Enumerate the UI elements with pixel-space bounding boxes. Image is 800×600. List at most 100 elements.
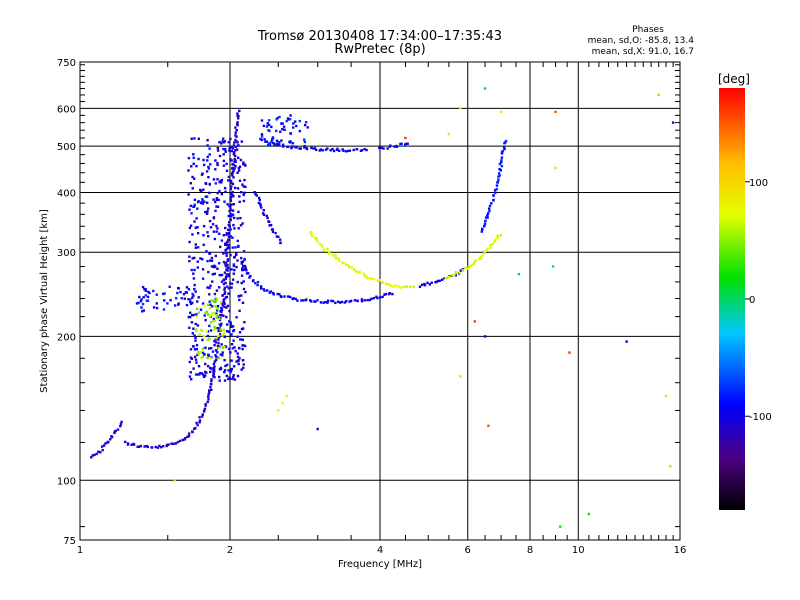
data-point	[218, 323, 221, 326]
data-point	[236, 355, 240, 359]
data-point	[189, 300, 192, 304]
data-point	[458, 271, 461, 275]
data-point	[212, 374, 215, 378]
data-point	[490, 202, 493, 205]
data-point	[337, 257, 340, 260]
data-point	[242, 193, 245, 197]
data-point	[208, 147, 211, 150]
data-point	[467, 265, 471, 268]
data-point	[208, 153, 211, 156]
data-point	[190, 137, 193, 140]
data-point	[223, 345, 226, 349]
data-point	[334, 301, 337, 305]
data-point	[215, 197, 219, 200]
data-point	[224, 243, 227, 246]
data-point	[208, 300, 211, 303]
data-point	[232, 195, 235, 198]
data-point	[140, 298, 143, 301]
data-point	[255, 194, 258, 197]
data-point	[211, 305, 214, 308]
data-point	[229, 198, 232, 201]
data-point	[402, 285, 405, 288]
data-point	[225, 169, 229, 172]
data-point	[230, 215, 233, 218]
data-point	[227, 377, 230, 381]
data-point	[230, 149, 233, 153]
data-point	[228, 146, 231, 150]
data-point	[192, 153, 195, 156]
data-point	[223, 286, 226, 290]
data-point	[191, 296, 194, 299]
data-point	[211, 312, 214, 315]
data-point	[464, 266, 467, 269]
data-point	[223, 200, 226, 203]
data-point	[93, 453, 96, 457]
data-point	[209, 385, 212, 389]
data-point	[232, 263, 235, 266]
data-point	[202, 243, 205, 246]
y-axis: 75 100 200 300 400 500 600 750	[57, 58, 680, 547]
data-point	[234, 126, 237, 129]
data-point	[224, 150, 227, 153]
data-point	[216, 351, 219, 354]
data-point	[191, 332, 194, 335]
data-point	[483, 87, 487, 90]
data-point	[275, 129, 278, 133]
data-point	[289, 141, 292, 144]
data-point	[227, 224, 230, 227]
data-point	[286, 145, 290, 148]
data-point	[224, 262, 227, 266]
data-point	[206, 259, 209, 263]
data-point	[275, 139, 279, 142]
data-point	[201, 172, 204, 175]
data-point	[192, 277, 196, 280]
data-point	[209, 226, 213, 229]
data-point	[162, 308, 166, 311]
x-tick-label: 1	[77, 545, 83, 556]
data-point	[201, 355, 204, 358]
data-point	[215, 298, 218, 302]
data-point	[225, 295, 229, 299]
data-point	[195, 348, 199, 351]
data-point	[497, 178, 500, 181]
data-point	[368, 298, 372, 302]
data-point	[353, 299, 357, 302]
data-point	[447, 132, 451, 136]
data-point	[196, 226, 199, 229]
data-point	[441, 278, 444, 281]
data-point	[251, 279, 255, 283]
data-point	[393, 145, 396, 148]
data-point	[267, 220, 271, 223]
data-point	[271, 230, 275, 234]
data-point	[215, 297, 218, 300]
data-point	[237, 346, 241, 350]
data-point	[265, 214, 268, 218]
data-point	[91, 454, 94, 457]
data-point	[202, 335, 206, 338]
data-point	[379, 296, 382, 299]
data-point	[130, 443, 133, 446]
data-point	[210, 347, 213, 350]
data-point	[487, 212, 490, 215]
data-point	[342, 149, 345, 152]
data-point	[322, 301, 325, 304]
data-point	[319, 148, 323, 151]
data-point	[280, 122, 283, 125]
data-point	[229, 195, 233, 199]
data-point	[188, 240, 191, 244]
data-point	[493, 189, 497, 192]
data-point	[495, 184, 499, 187]
data-point	[211, 350, 215, 353]
data-point	[189, 311, 192, 314]
data-point	[295, 124, 298, 128]
data-point	[243, 264, 247, 268]
data-point	[208, 347, 211, 350]
data-point	[132, 443, 136, 446]
data-point	[215, 355, 218, 359]
data-point	[498, 168, 501, 171]
data-point	[231, 325, 235, 328]
data-point	[216, 147, 219, 150]
data-point	[266, 289, 269, 292]
data-point	[483, 250, 486, 253]
data-point	[338, 301, 342, 304]
